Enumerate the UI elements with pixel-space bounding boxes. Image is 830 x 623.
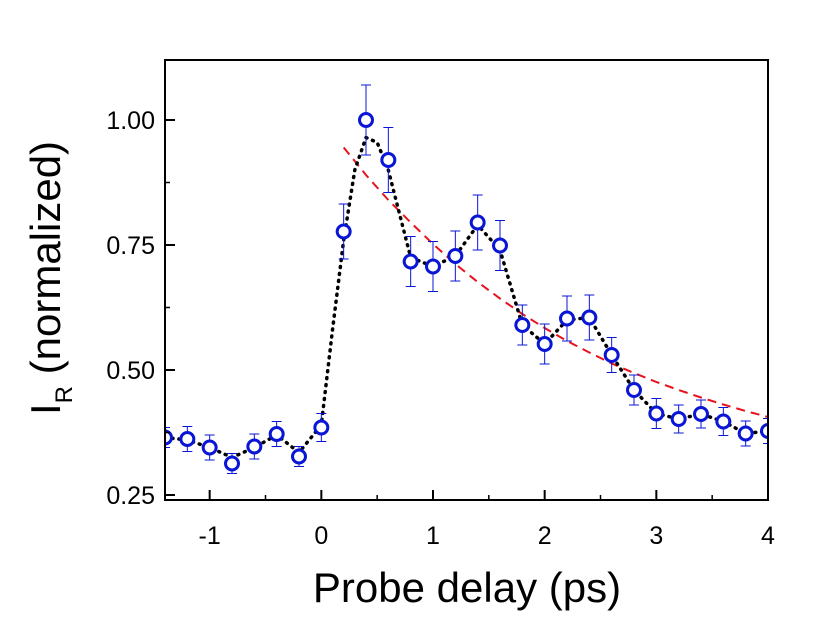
x-tick-label: 2: [538, 522, 552, 550]
data-point: [291, 448, 307, 465]
plot-series: [165, 84, 768, 474]
fit-curve: [342, 146, 768, 418]
data-point: [402, 253, 419, 270]
data-point: [469, 214, 486, 231]
data-point: [246, 438, 263, 455]
data-point: [425, 258, 441, 275]
data-point: [201, 439, 218, 456]
data-point: [737, 425, 754, 442]
x-tick-label: 1: [426, 522, 440, 550]
data-point: [760, 423, 768, 439]
data-point: [626, 382, 642, 398]
data-point: [559, 310, 575, 327]
data-point: [165, 429, 173, 446]
y-axis-label-rest: (normalized): [22, 141, 69, 386]
x-tick-label: -1: [199, 522, 221, 550]
y-tick-label: 0.50: [106, 357, 155, 385]
data-point: [179, 431, 196, 447]
x-tick-label: 0: [314, 522, 328, 550]
axes: -1 0 1 2 3 4 0.25 0.50 0.75 1.00: [106, 59, 775, 550]
y-axis-label: IR (normalized): [22, 141, 78, 415]
y-axis-label-sub: R: [51, 386, 78, 403]
data-point: [693, 406, 709, 422]
data-point: [514, 317, 531, 333]
data-point: [447, 248, 464, 264]
y-tick-label: 0.25: [106, 482, 155, 510]
data-point: [603, 347, 620, 363]
data-point: [358, 112, 374, 128]
data-point: [224, 455, 240, 472]
y-axis-label-main: I: [22, 403, 69, 415]
data-point: [670, 411, 687, 427]
plot-frame: [164, 59, 769, 501]
plot-area: [165, 84, 768, 474]
data-point: [648, 405, 665, 422]
y-tick-label: 1.00: [106, 107, 155, 135]
data-point: [335, 223, 352, 240]
data-point: [380, 152, 397, 168]
data-point: [313, 419, 330, 436]
x-axis-label: Probe delay (ps): [313, 564, 621, 611]
data-point: [581, 309, 598, 326]
data-point: [715, 413, 732, 430]
y-tick-label: 0.75: [106, 232, 155, 260]
guide-line: [165, 135, 768, 460]
data-point: [536, 336, 553, 352]
x-tick-label: 4: [761, 522, 775, 550]
data-point: [492, 237, 508, 254]
x-tick-label: 3: [649, 522, 663, 550]
data-point: [268, 426, 285, 442]
